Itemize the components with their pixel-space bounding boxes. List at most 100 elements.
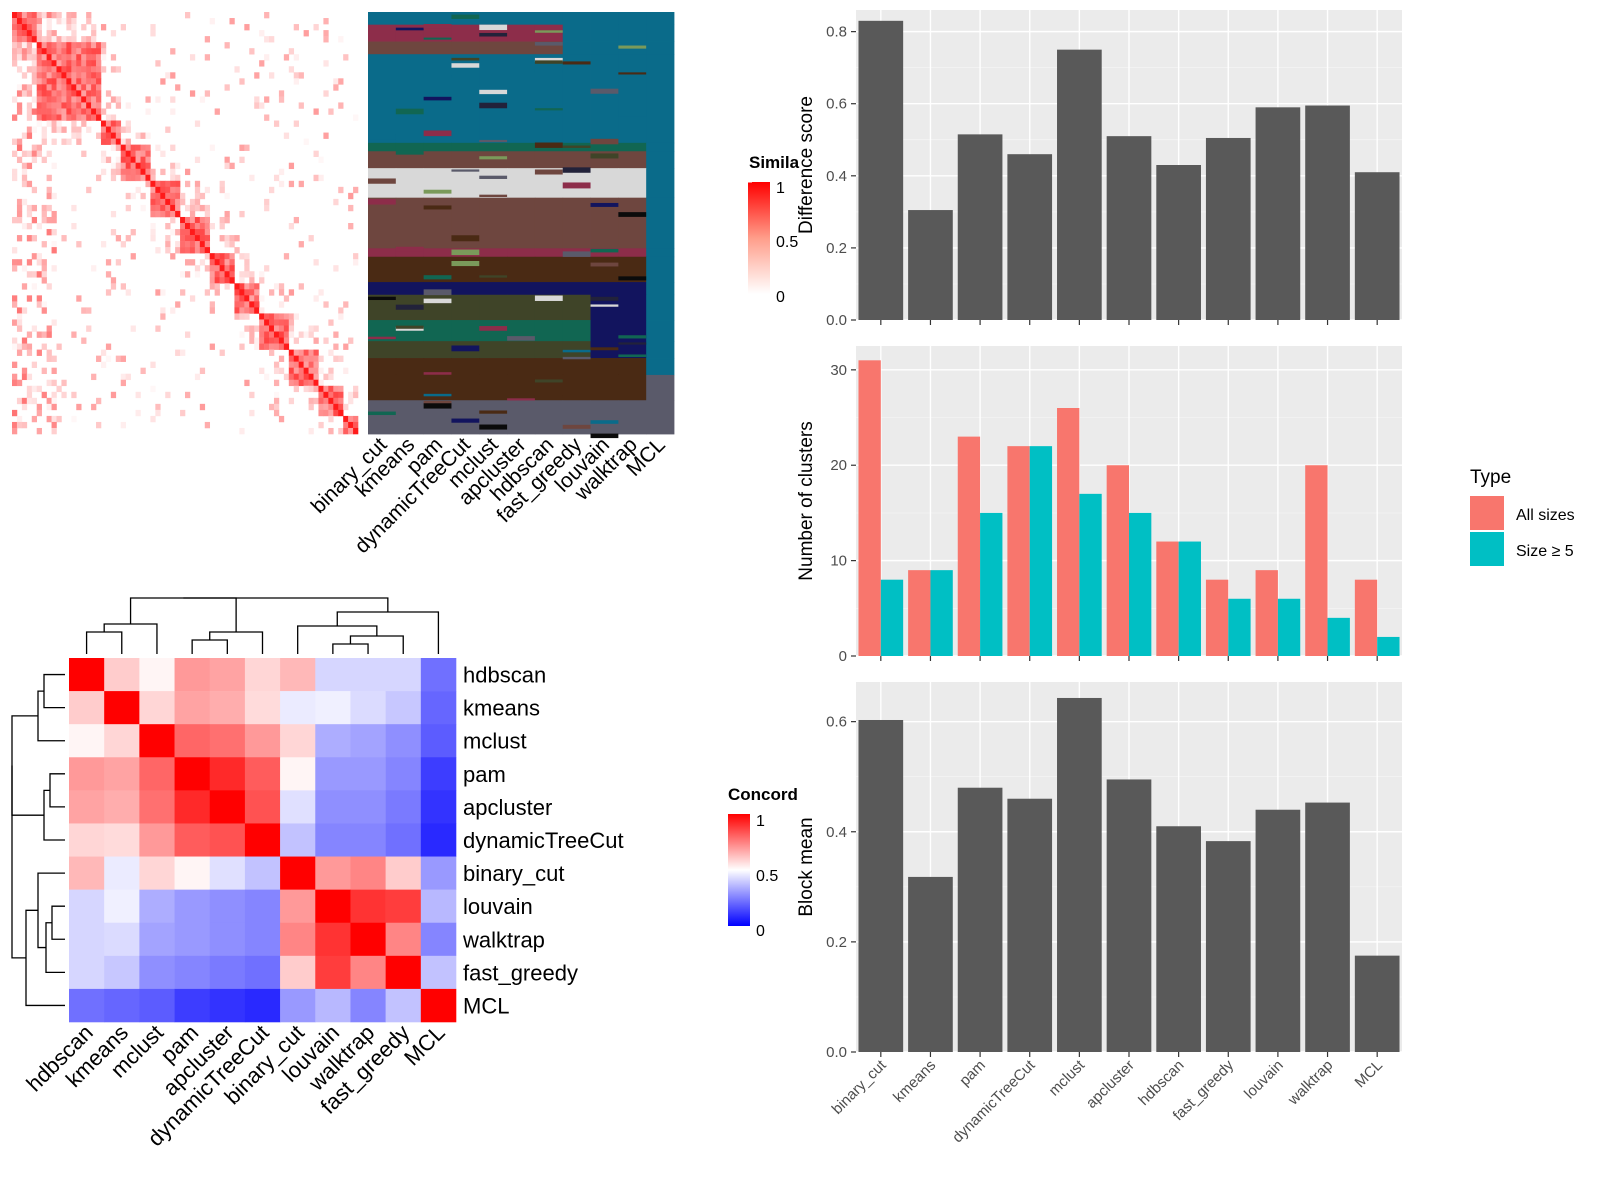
similarity-cell <box>269 313 275 320</box>
similarity-cell <box>259 271 265 278</box>
similarity-cell <box>185 223 191 230</box>
concordance-cell <box>350 724 386 758</box>
similarity-cell <box>259 313 265 320</box>
membership-cell <box>618 24 647 42</box>
similarity-cell <box>41 216 47 224</box>
similarity-cell <box>219 349 225 356</box>
membership-stripe <box>618 276 647 281</box>
similarity-cell <box>313 337 319 344</box>
similarity-cell <box>21 265 28 272</box>
concordance-cell <box>280 658 316 692</box>
similarity-cell <box>338 427 344 435</box>
membership-stripe <box>562 349 591 353</box>
membership-cell <box>534 400 564 435</box>
similarity-cell <box>110 229 117 236</box>
similarity-cell <box>41 36 47 43</box>
similarity-cell <box>170 180 176 188</box>
similarity-cell <box>204 241 211 248</box>
similarity-cell <box>21 397 28 405</box>
similarity-cell <box>56 36 62 43</box>
similarity-cell <box>165 247 171 254</box>
y-axis-label: Difference score <box>796 96 817 234</box>
similarity-cell <box>26 150 33 157</box>
similarity-cell <box>219 223 225 230</box>
similarity-cell <box>204 229 211 236</box>
similarity-cell <box>120 379 126 387</box>
membership-cell <box>646 197 675 249</box>
similarity-cell <box>46 48 52 55</box>
similarity-cell <box>278 319 285 326</box>
similarity-cell <box>333 331 339 338</box>
similarity-cell <box>348 337 354 344</box>
similarity-cell <box>12 361 18 368</box>
membership-cell <box>507 168 536 199</box>
similarity-cell <box>269 331 275 338</box>
similarity-cell <box>41 343 47 350</box>
dendrogram-branch <box>349 635 404 654</box>
membership-cell <box>618 341 647 359</box>
similarity-cell <box>51 60 57 67</box>
similarity-cell <box>31 283 38 290</box>
similarity-cell <box>189 54 196 61</box>
similarity-cell <box>41 204 47 212</box>
membership-stripe <box>618 354 647 358</box>
similarity-cell <box>26 180 33 188</box>
similarity-cell <box>61 66 67 73</box>
similarity-cell <box>26 12 33 19</box>
similarity-cell <box>12 319 18 326</box>
similarity-cell <box>264 96 270 103</box>
similarity-cell <box>51 96 57 103</box>
concordance-cell <box>174 790 211 824</box>
membership-cell <box>479 142 508 152</box>
membership-cell <box>646 142 675 152</box>
similarity-cell <box>31 66 38 73</box>
similarity-cell <box>199 192 206 200</box>
similarity-cell <box>12 168 18 176</box>
similarity-cell <box>100 349 107 356</box>
similarity-cell <box>16 313 23 320</box>
similarity-cell <box>259 295 265 302</box>
similarity-cell <box>51 192 57 200</box>
membership-cell <box>646 248 675 258</box>
similarity-cell <box>51 30 57 37</box>
membership-stripe <box>479 175 508 179</box>
membership-cell <box>590 256 619 283</box>
similarity-cell <box>21 150 28 157</box>
membership-cell <box>507 197 536 249</box>
membership-stripe <box>534 57 563 62</box>
similarity-cell <box>41 307 47 314</box>
membership-cell <box>451 54 480 144</box>
membership-cell <box>368 248 397 258</box>
similarity-cell <box>91 42 97 49</box>
similarity-cell <box>224 42 230 49</box>
cluster-membership-column-labels: binary_cutkmeanspamdynamicTreeCutmclusta… <box>307 433 670 558</box>
similarity-cell <box>323 409 329 417</box>
similarity-cell <box>180 271 186 278</box>
similarity-cell <box>219 271 225 278</box>
membership-stripe <box>618 342 647 345</box>
similarity-cell <box>110 126 117 133</box>
similarity-cell <box>338 385 344 393</box>
membership-stripe <box>423 372 452 375</box>
similarity-cell <box>125 204 131 212</box>
similarity-cell <box>12 138 18 145</box>
dendrogram-branch <box>191 639 228 654</box>
similarity-cell <box>61 391 67 399</box>
similarity-cell <box>36 84 42 91</box>
similarity-cell <box>189 295 196 302</box>
similarity-cell <box>51 216 57 224</box>
similarity-cell <box>244 307 250 314</box>
similarity-cell <box>313 361 319 368</box>
membership-cell <box>395 12 425 26</box>
similarity-cell <box>51 162 57 170</box>
similarity-cell <box>189 216 196 224</box>
membership-stripe <box>534 379 563 383</box>
similarity-cell <box>194 192 201 200</box>
similarity-cell <box>214 289 220 296</box>
similarity-cell <box>61 36 67 43</box>
concordance-cell <box>139 922 175 957</box>
concordance-cell <box>104 724 140 758</box>
similarity-cell <box>130 174 136 182</box>
similarity-cell <box>125 162 131 170</box>
membership-cell <box>534 248 564 258</box>
